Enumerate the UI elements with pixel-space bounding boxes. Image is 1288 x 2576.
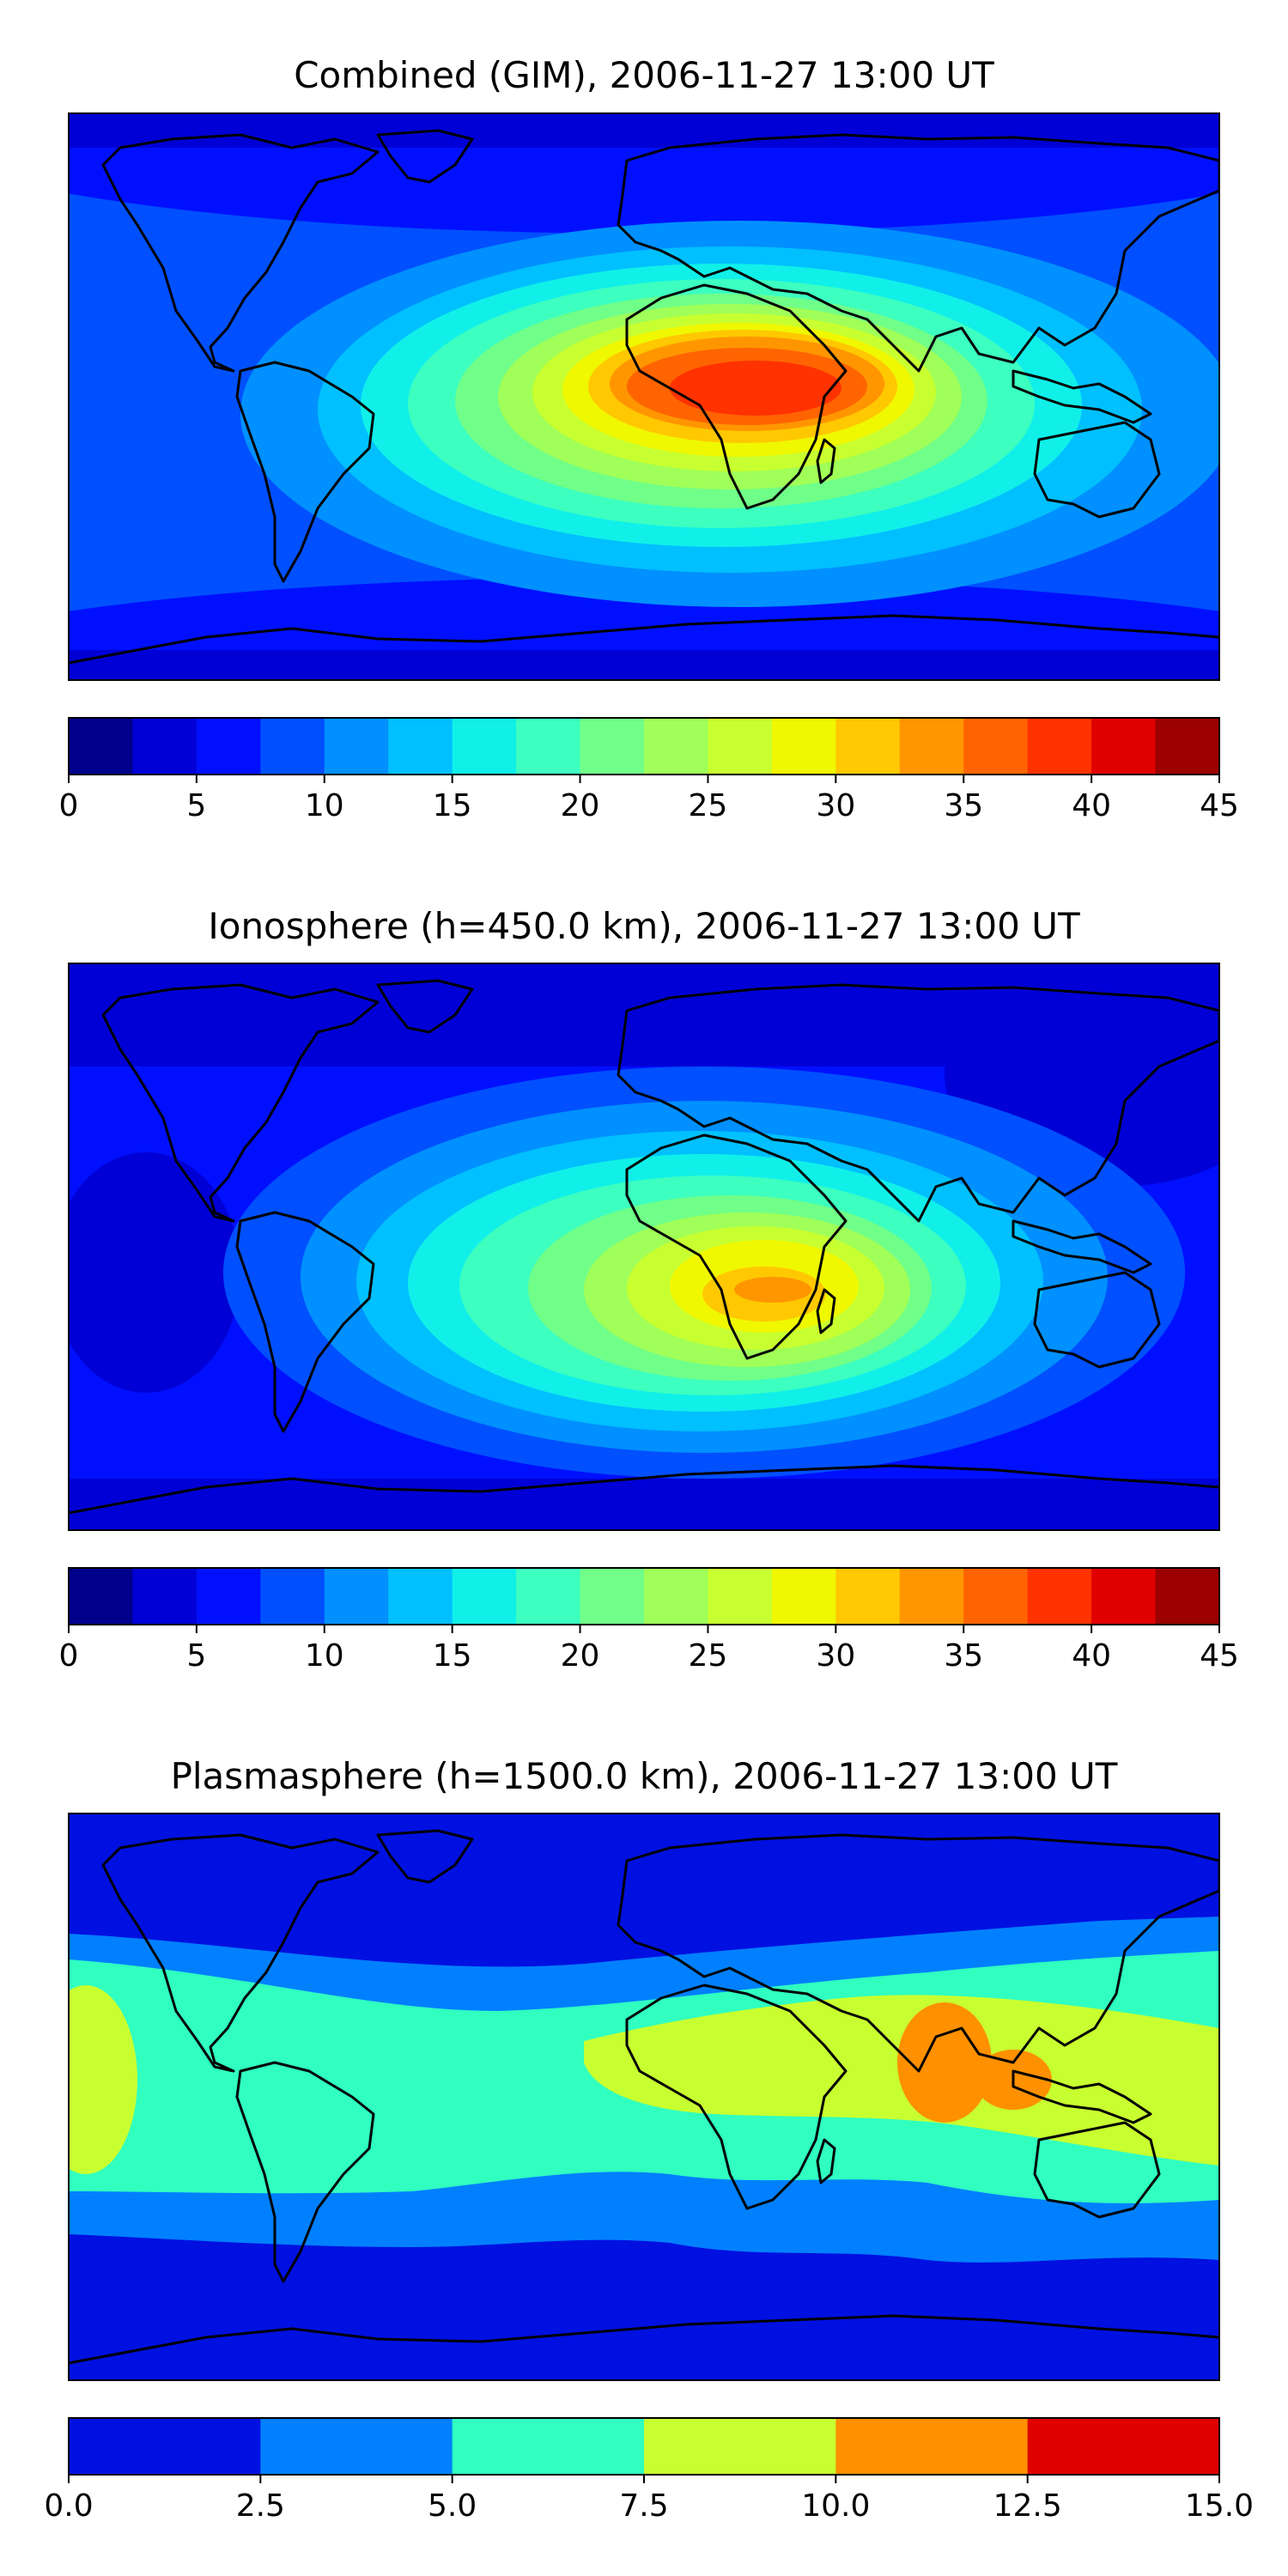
colorbar-bin [1155,718,1220,775]
map-frame [68,1813,1220,2381]
colorbar-tick-label: 45 [1200,1638,1239,1674]
colorbar-tick-label: 10 [305,1638,344,1674]
colorbar-bin [835,2418,1029,2475]
colorbar-bin [260,2418,453,2475]
colorbar-tick-label: 30 [816,1638,855,1674]
colorbar-bin [1027,718,1092,775]
colorbar-bin [132,718,197,775]
colorbar-bin [388,1568,453,1625]
colorbar-tick-label: 5 [186,788,206,823]
colorbar-bin [835,1568,901,1625]
colorbar-bin [580,718,645,775]
colorbar-tick-label: 2.5 [236,2488,285,2524]
colorbar-bin [452,1568,517,1625]
colorbar-tick-label: 15 [433,1638,472,1674]
contour-band [69,113,1219,148]
contour-band [69,1479,1219,1530]
colorbar-bin [69,2418,261,2475]
colorbar-bin [388,718,453,775]
contour-band [734,1277,811,1303]
colorbar-tick-label: 10.0 [801,2488,870,2524]
colorbar-tick-label: 12.5 [993,2488,1062,2524]
colorbar-tick-label: 40 [1072,1638,1111,1674]
colorbar-bin [771,1568,836,1625]
colorbar-bin [963,1568,1029,1625]
colorbar-bin [196,718,261,775]
contour-band [69,1152,240,1393]
colorbar-frame [68,1567,1220,1625]
colorbar-bin [644,718,709,775]
colorbar-bin [1155,1568,1220,1625]
colorbar-bin [69,718,134,775]
map-frame [68,963,1220,1531]
colorbar-tick-label: 40 [1072,788,1111,823]
colorbar-tick-label: 35 [944,788,983,823]
colorbar-tick-label: 7.5 [619,2488,668,2524]
tec-map [68,1813,1220,2381]
colorbar-bin [899,718,964,775]
colorbar-tick-label: 25 [689,1638,728,1674]
colorbar-tick-label: 0.0 [44,2488,93,2524]
colorbar-bin [452,718,517,775]
colorbar-bin [1027,2418,1220,2475]
colorbar: 0 5 10 15 20 25 30 35 40 45 [59,1567,1239,1674]
colorbar-bin [580,1568,645,1625]
colorbar-bin [1091,1568,1157,1625]
tec-map [68,963,1220,1531]
colorbar-bin [708,1568,773,1625]
colorbar-tick-label: 5 [186,1638,206,1674]
contour-band [69,650,1219,680]
panel-ionosphere: Ionosphere (h=450.0 km), 2006-11-27 13:0… [59,905,1239,1674]
contour-band [69,1985,137,2174]
colorbar-tick-label: 15 [433,788,472,823]
colorbar-bin [516,1568,581,1625]
colorbar-bin [708,718,773,775]
colorbar-tick-label: 10 [305,788,344,823]
colorbar-tick-label: 0 [59,788,79,823]
colorbar-bin [260,1568,325,1625]
panel-title: Combined (GIM), 2006-11-27 13:00 UT [294,54,994,96]
colorbar-tick-label: 30 [816,788,855,823]
colorbar-tick-label: 20 [561,788,600,823]
colorbar-bin [835,718,901,775]
colorbar-bin [1091,718,1157,775]
panel-title: Plasmasphere (h=1500.0 km), 2006-11-27 1… [171,1755,1118,1797]
colorbar-bin [452,2418,645,2475]
colorbar-bin [771,718,836,775]
colorbar-bin [644,2418,836,2475]
colorbar: 0 5 10 15 20 25 30 35 40 45 [59,717,1239,823]
contour-band [670,361,841,416]
colorbar-tick-label: 15.0 [1185,2488,1254,2524]
colorbar-bin [963,718,1029,775]
colorbar: 0.0 2.5 5.0 7.5 10.0 12.5 15.0 [44,2417,1254,2524]
colorbar-bin [196,1568,261,1625]
colorbar-bin [644,1568,709,1625]
colorbar-tick-label: 35 [944,1638,983,1674]
colorbar-tick-label: 0 [59,1638,79,1674]
colorbar-bin [324,718,389,775]
colorbar-bin [899,1568,964,1625]
colorbar-tick-label: 45 [1200,788,1239,823]
contour-band [897,2002,992,2123]
colorbar-bin [260,718,325,775]
panel-combined: Combined (GIM), 2006-11-27 13:00 UT [59,54,1239,823]
colorbar-bin [324,1568,389,1625]
panel-title: Ionosphere (h=450.0 km), 2006-11-27 13:0… [208,905,1080,947]
tec-map [68,112,1220,681]
panel-plasmasphere: Plasmasphere (h=1500.0 km), 2006-11-27 1… [44,1755,1254,2524]
colorbar-bin [1027,1568,1092,1625]
map-frame [68,112,1220,681]
colorbar-tick-label: 20 [561,1638,600,1674]
colorbar-bin [132,1568,197,1625]
colorbar-bin [516,718,581,775]
colorbar-tick-label: 5.0 [428,2488,477,2524]
colorbar-bin [69,1568,134,1625]
colorbar-frame [68,717,1220,775]
colorbar-tick-label: 25 [689,788,728,823]
